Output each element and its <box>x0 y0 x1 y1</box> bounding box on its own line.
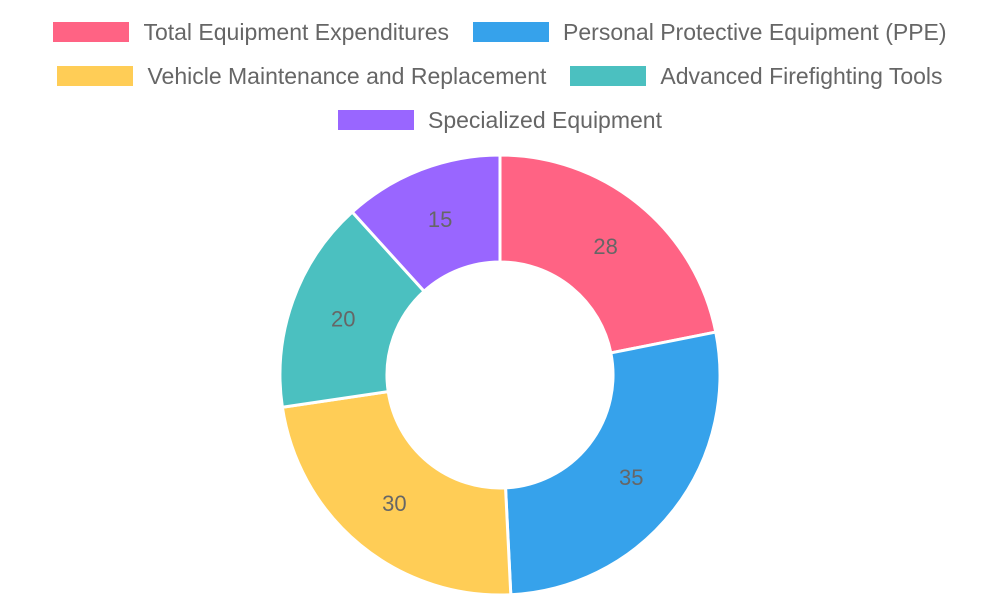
legend-label: Personal Protective Equipment (PPE) <box>563 18 947 45</box>
legend-item-total-equipment-expenditures[interactable]: Total Equipment Expenditures <box>53 19 449 46</box>
legend-label: Specialized Equipment <box>428 106 662 133</box>
legend-swatch <box>570 66 647 86</box>
legend-row: Specialized Equipment <box>0 98 1000 142</box>
slice-4[interactable] <box>278 209 427 409</box>
legend-item-ppe[interactable]: Personal Protective Equipment (PPE) <box>473 19 947 46</box>
slice-value-label: 30 <box>382 491 406 516</box>
slice-value-label: 28 <box>593 234 617 259</box>
legend-item-advanced-firefighting-tools[interactable]: Advanced Firefighting Tools <box>570 62 943 90</box>
legend-row: Total Equipment Expenditures Personal Pr… <box>0 10 1000 54</box>
legend: Total Equipment Expenditures Personal Pr… <box>0 10 1000 142</box>
slice-value-label: 20 <box>331 306 355 331</box>
slice-1[interactable] <box>498 153 718 355</box>
legend-swatch <box>57 66 134 86</box>
legend-swatch <box>53 22 130 42</box>
slice-2[interactable] <box>503 330 722 597</box>
legend-item-vehicle-maintenance[interactable]: Vehicle Maintenance and Replacement <box>57 63 546 90</box>
legend-swatch <box>473 22 550 42</box>
legend-label: Advanced Firefighting Tools <box>660 62 943 89</box>
legend-label: Vehicle Maintenance and Replacement <box>147 62 547 89</box>
slice-5[interactable] <box>350 153 502 294</box>
legend-item-specialized-equipment[interactable]: Specialized Equipment <box>338 107 662 134</box>
legend-row: Vehicle Maintenance and Replacement Adva… <box>0 54 1000 98</box>
slice-value-label: 15 <box>428 207 452 232</box>
slice-3[interactable] <box>280 389 513 597</box>
slice-value-label: 35 <box>619 465 643 490</box>
legend-label: Total Equipment Expenditures <box>143 18 450 45</box>
legend-swatch <box>338 110 414 130</box>
